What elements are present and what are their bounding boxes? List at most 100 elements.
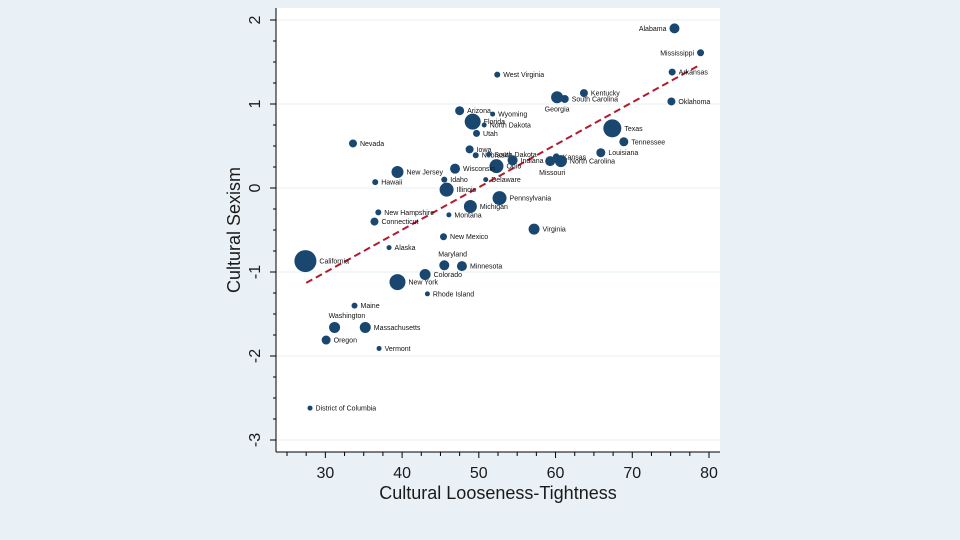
point-mississippi [697,49,705,57]
point-label-hawaii: Hawaii [381,180,402,187]
point-label-rhode-island: Rhode Island [433,291,474,298]
point-new-mexico [440,233,448,241]
point-label-delaware: Delaware [491,177,521,184]
point-label-west-virginia: West Virginia [503,72,544,79]
point-label-iowa: Iowa [477,147,492,154]
point-michigan [463,199,477,213]
point-ohio [489,159,504,174]
point-label-idaho: Idaho [450,177,468,184]
x-tick-label: 80 [700,465,718,482]
point-arizona [455,106,465,116]
point-tennessee [619,137,629,147]
point-label-alabama: Alabama [639,26,667,33]
x-tick-label: 60 [547,465,565,482]
point-south-dakota [486,151,492,157]
point-minnesota [456,261,467,272]
point-oregon [321,335,331,345]
point-label-oregon: Oregon [334,338,357,345]
point-wisconsin [450,163,461,174]
point-texas [603,119,622,138]
point-maryland [439,260,450,271]
point-nebraska [472,152,479,159]
point-label-montana: Montana [454,212,481,219]
point-label-maryland: Maryland [438,251,467,258]
point-label-wisconsin: Wisconsin [463,166,495,173]
x-tick-label: 50 [470,465,488,482]
point-label-california: California [319,259,349,266]
point-label-michigan: Michigan [480,204,508,211]
data-points: Alabama Mississippi Arkansas Oklahoma West V… [294,23,710,413]
point-label-kentucky: Kentucky [591,91,620,98]
plot-area [276,8,720,452]
point-idaho [441,176,448,183]
point-label-connecticut: Connecticut [381,219,418,226]
point-label-arizona: Arizona [467,108,491,115]
point-illinois [439,182,454,197]
point-label-louisiana: Louisiana [608,150,638,157]
point-california [294,250,317,273]
x-axis-title: Cultural Looseness-Tightness [379,483,616,503]
point-colorado [419,269,431,281]
axes: -3 -2 -1 0 1 2 30 40 50 60 70 80 [247,8,720,482]
point-alabama [669,23,680,34]
point-district-of-columbia [307,405,313,411]
point-label-virginia: Virginia [543,227,566,234]
point-label-georgia: Georgia [545,106,570,113]
point-label-mississippi: Mississippi [660,50,694,57]
point-label-florida: Florida [484,119,506,126]
point-label-arkansas: Arkansas [679,70,709,77]
gridlines [276,19,720,441]
point-vermont [376,345,382,351]
point-west-virginia [494,71,501,78]
point-label-minnesota: Minnesota [470,264,502,271]
point-label-nebraska: Nebraska [482,153,512,160]
point-label-texas: Texas [624,126,643,133]
point-label-wyoming: Wyoming [498,112,527,119]
point-label-indiana: Indiana [521,158,544,165]
point-label-tennessee: Tennessee [631,139,665,146]
fit-line [305,65,698,284]
point-label-illinois: Illinois [457,187,477,194]
point-label-north-carolina: North Carolina [570,159,615,166]
point-label-ohio: Ohio [506,164,521,171]
point-alaska [386,245,392,251]
point-washington [329,321,341,333]
point-label-vermont: Vermont [385,346,411,353]
y-tick-label: 0 [247,183,264,192]
point-new-jersey [391,166,404,179]
point-new-york [389,274,406,291]
point-wyoming [490,111,496,117]
point-massachusetts [359,321,371,333]
x-tick-label: 70 [623,465,641,482]
point-label-pennsylvania: Pennsylvania [510,196,552,203]
point-virginia [528,223,540,235]
point-kentucky [579,89,588,98]
point-utah [473,129,481,137]
point-label-massachusetts: Massachusetts [374,325,421,332]
point-label-south-carolina: South Carolina [572,96,618,103]
point-florida [464,113,481,130]
point-north-dakota [481,122,487,128]
point-rhode-island [424,291,430,297]
point-georgia [551,91,564,104]
y-tick-label: -2 [247,349,264,363]
point-label-oklahoma: Oklahoma [678,99,710,106]
point-label-utah: Utah [483,131,498,138]
point-label-new-jersey: New Jersey [406,170,443,177]
x-tick-label: 40 [393,465,411,482]
point-pennsylvania [492,191,507,206]
y-tick-label: -3 [247,433,264,447]
point-connecticut [370,217,379,226]
point-montana [446,212,452,218]
y-axis-title: Cultural Sexism [224,167,244,293]
point-maine [351,302,358,309]
point-label-kansas: Kansas [563,154,587,161]
point-label-nevada: Nevada [360,141,384,148]
point-new-hampshire [375,209,382,216]
point-missouri [545,156,556,167]
point-label-missouri: Missouri [539,170,566,177]
point-label-maine: Maine [361,303,380,310]
point-label-new-york: New York [408,280,438,287]
point-delaware [483,177,489,183]
